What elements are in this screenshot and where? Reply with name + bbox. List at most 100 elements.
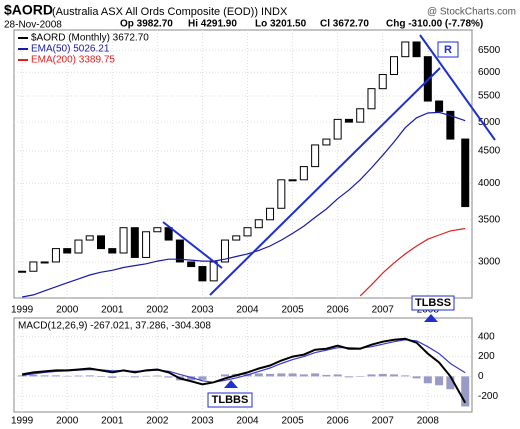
candle [232, 235, 241, 241]
x-tick-label: 2007 [372, 305, 395, 316]
x-tick-label: 2000 [56, 305, 79, 316]
close: Cl 3672.70 [320, 19, 369, 30]
candle [51, 248, 60, 263]
candle [29, 261, 38, 272]
y-tick-label: 6500 [478, 45, 501, 56]
y-tick-label: 4500 [478, 146, 501, 157]
plot [14, 318, 472, 412]
histogram-bar [29, 374, 38, 377]
macd-frame [13, 317, 473, 413]
histogram-bar [108, 376, 117, 378]
candle [119, 227, 128, 254]
candle [254, 219, 263, 229]
histogram-bar [288, 373, 297, 377]
price-frame [13, 29, 473, 299]
candle [187, 261, 196, 268]
candle [40, 261, 49, 264]
annotation-box [207, 392, 253, 408]
histogram-bar [423, 376, 432, 384]
legend-label: $AORD (Monthly) 3672.70 [31, 33, 149, 44]
candle [277, 179, 286, 209]
low: Lo 3201.50 [255, 19, 307, 30]
candle [412, 41, 421, 58]
line [359, 227, 466, 297]
trendline [162, 221, 223, 269]
histogram-bar [51, 375, 60, 377]
y-tick-label: 4000 [478, 178, 501, 189]
x-tick-label: 2000 [56, 416, 79, 427]
histogram-bar [85, 375, 94, 377]
x-tick-label: 2003 [191, 416, 214, 427]
y-tick-label: 0 [478, 371, 484, 382]
x-tick-label: 2001 [101, 416, 124, 427]
x-tick-label: 2005 [281, 305, 304, 316]
histogram-bar [164, 376, 173, 378]
candle [142, 231, 151, 258]
x-tick-label: 2001 [101, 305, 124, 316]
candle [243, 227, 252, 237]
candle [401, 41, 410, 58]
source: @ StockCharts.com [427, 7, 516, 18]
line [21, 337, 467, 404]
x-tick-label: 2003 [191, 305, 214, 316]
y-tick-label: -200 [478, 391, 498, 402]
annotation: TLBSS [415, 297, 451, 309]
x-tick-label: 1999 [11, 416, 34, 427]
annotation-box [411, 295, 455, 311]
annotation: R [444, 44, 452, 56]
y-tick-label: 400 [478, 331, 495, 342]
candle [74, 239, 83, 254]
panel-title: MACD(12,26,9) -267.021, 37.286, -304.308 [18, 321, 211, 332]
candle [390, 56, 399, 75]
candle [97, 235, 106, 250]
histogram-bar [198, 376, 207, 380]
histogram-bar [344, 376, 353, 378]
y-tick-label: 3000 [478, 257, 501, 268]
annotation-box [437, 41, 459, 58]
candle [63, 248, 72, 254]
candle [461, 138, 470, 208]
name: (Australia ASX All Ords Composite (EOD))… [52, 6, 288, 18]
candle [175, 239, 184, 263]
histogram-bar [153, 375, 162, 377]
y-tick-label: 5000 [478, 117, 501, 128]
legend-label: EMA(200) 3389.75 [31, 55, 115, 66]
candle [85, 235, 94, 241]
candle [299, 166, 308, 181]
candle [288, 179, 297, 182]
x-tick-label: 2004 [236, 305, 259, 316]
high: Hi 4291.90 [188, 19, 237, 30]
candle [266, 207, 275, 221]
histogram-bar [277, 373, 286, 377]
histogram-bar [187, 376, 196, 381]
candle [356, 108, 365, 123]
y-tick-label: 3500 [478, 214, 501, 225]
symbol: $AORD [4, 2, 53, 18]
arrow [424, 314, 438, 322]
trendline [419, 34, 496, 141]
histogram-bar [435, 376, 444, 386]
line [21, 111, 466, 298]
histogram-bar [254, 373, 263, 377]
x-tick-label: 2002 [146, 305, 169, 316]
histogram-bar [367, 374, 376, 377]
histogram-bar [333, 374, 342, 377]
x-tick-label: 2004 [236, 416, 259, 427]
candle [164, 227, 173, 241]
x-tick-label: 2006 [327, 305, 350, 316]
y-tick-label: 6000 [478, 67, 501, 78]
candle [220, 239, 229, 263]
plot-layer: 1999200020012002200320042005200620072008… [11, 30, 501, 427]
histogram-bar [401, 375, 410, 377]
candle [333, 118, 342, 140]
candle [311, 144, 320, 168]
y-tick-label: 5500 [478, 91, 501, 102]
date: 28-Nov-2008 [4, 20, 62, 31]
candle [367, 88, 376, 110]
x-tick-label: 2002 [146, 416, 169, 427]
plot [14, 30, 472, 298]
histogram-bar [378, 373, 387, 377]
x-tick-label: 1999 [11, 305, 34, 316]
histogram-bar [299, 374, 308, 377]
